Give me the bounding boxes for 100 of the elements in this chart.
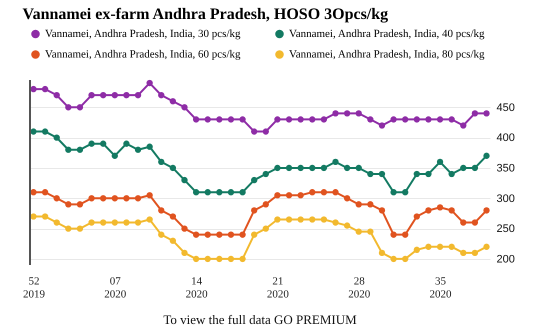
point: [112, 219, 118, 226]
point: [286, 216, 292, 223]
point: [367, 201, 374, 208]
y-tick-label: 450: [496, 102, 515, 114]
legend-label: Vannamei, Andhra Pradesh, India, 60 pcs/kg: [45, 48, 242, 60]
point: [112, 92, 118, 98]
point: [170, 164, 176, 172]
point: [483, 152, 490, 159]
point: [123, 140, 130, 147]
point: [251, 232, 258, 238]
point: [112, 195, 118, 202]
point: [378, 250, 386, 256]
point: [425, 207, 432, 214]
point: [436, 116, 444, 123]
point: [320, 216, 328, 223]
point: [332, 158, 339, 166]
point: [181, 104, 188, 110]
legend-label: Vannamei, Andhra Pradesh, India, 40 pcs/kg: [289, 28, 486, 40]
point: [228, 256, 234, 262]
x-tick-label: 28 2020: [348, 276, 371, 300]
y-tick-label: 250: [496, 223, 515, 236]
point: [332, 110, 339, 117]
point: [228, 189, 234, 196]
point: [286, 192, 292, 198]
point: [344, 195, 350, 202]
point: [134, 219, 142, 226]
point: [378, 170, 386, 178]
point: [88, 140, 95, 147]
point: [192, 256, 200, 262]
point: [146, 80, 153, 86]
point: [309, 189, 316, 196]
point: [367, 228, 374, 235]
point: [356, 228, 362, 235]
point: [460, 250, 466, 256]
legend-label: Vannamei, Andhra Pradesh, India, 30 pcs/kg: [45, 28, 242, 40]
x-tick-label: 14 2020: [186, 276, 208, 300]
point: [42, 128, 48, 135]
point: [76, 146, 84, 153]
point: [170, 238, 176, 244]
point: [378, 207, 386, 214]
point: [239, 189, 246, 196]
point: [483, 110, 490, 117]
chart-title: Vannamei ex-farm Andhra Pradesh, HOSO 3Opcs/kg: [22, 6, 388, 23]
point: [100, 219, 106, 226]
x-tick-label: 21 2020: [266, 276, 290, 300]
point: [88, 219, 95, 226]
point: [472, 164, 478, 172]
x-tick-label: 07 2020: [104, 276, 127, 300]
point: [320, 164, 328, 172]
point: [216, 189, 223, 196]
point: [367, 170, 374, 178]
point: [262, 201, 269, 208]
point: [390, 189, 397, 196]
point: [216, 116, 223, 123]
point: [309, 164, 316, 172]
point: [100, 92, 106, 98]
point: [460, 219, 466, 226]
point: [134, 92, 142, 98]
point: [54, 92, 60, 98]
point: [88, 92, 95, 98]
point: [158, 207, 164, 214]
point: [123, 195, 130, 202]
point: [251, 207, 258, 214]
point: [262, 128, 269, 135]
point: [356, 110, 362, 117]
point: [297, 192, 304, 198]
point: [448, 207, 455, 214]
point: [390, 256, 397, 262]
point: [216, 256, 223, 262]
point: [134, 146, 142, 153]
point: [181, 250, 188, 256]
point: [297, 164, 304, 172]
point: [436, 204, 444, 211]
point: [123, 92, 130, 98]
legend-label: Vannamei, Andhra Pradesh, India, 80 pcs/kg: [289, 48, 486, 60]
point: [158, 232, 164, 238]
point: [262, 170, 269, 178]
point: [356, 201, 362, 208]
point: [414, 170, 420, 178]
point: [239, 116, 246, 123]
point: [65, 225, 72, 232]
point: [30, 128, 37, 135]
point: [76, 225, 84, 232]
point: [436, 158, 444, 166]
point: [344, 164, 350, 172]
point: [483, 244, 490, 250]
point: [65, 201, 72, 208]
point: [42, 189, 48, 196]
point: [228, 116, 234, 123]
point: [402, 256, 408, 262]
point: [146, 144, 153, 150]
point: [76, 201, 84, 208]
point: [100, 140, 106, 147]
point: [425, 170, 432, 178]
point: [192, 232, 200, 238]
point: [297, 216, 304, 223]
point: [239, 256, 246, 262]
point: [274, 192, 281, 198]
point: [472, 219, 478, 226]
point: [414, 246, 420, 253]
